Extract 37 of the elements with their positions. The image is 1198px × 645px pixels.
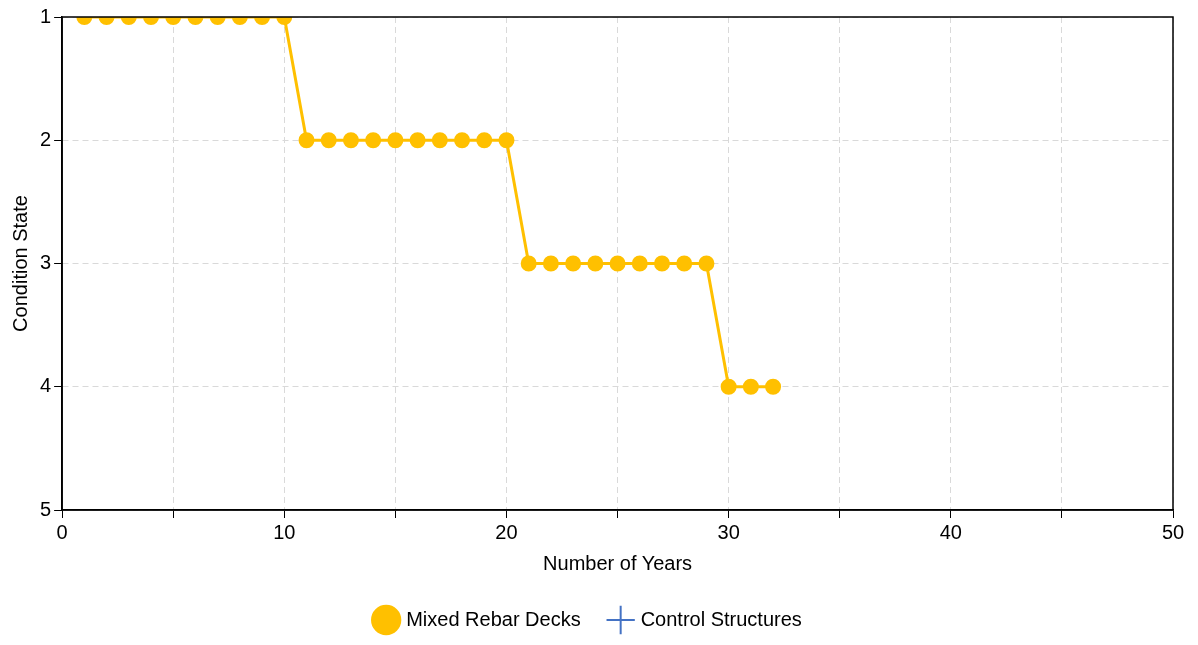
x-tick-label: 50 — [1161, 520, 1185, 543]
point — [676, 255, 693, 272]
point — [654, 255, 670, 272]
y-axis-title: Condition State — [8, 195, 31, 332]
x-tick-label: 0 — [56, 520, 68, 543]
y-tick-label: 1 — [40, 4, 52, 27]
point — [742, 378, 759, 395]
point — [765, 378, 782, 395]
point — [542, 255, 559, 272]
point — [342, 132, 359, 149]
point — [387, 132, 404, 149]
point — [298, 132, 315, 149]
x-tick-label: 20 — [495, 520, 518, 543]
point — [609, 255, 626, 272]
legend-label: Mixed Rebar Decks — [406, 607, 581, 630]
point — [365, 132, 382, 149]
point — [320, 132, 337, 149]
y-tick-label: 2 — [40, 127, 52, 150]
y-tick-label: 4 — [40, 374, 52, 397]
point — [409, 132, 426, 149]
point — [454, 132, 471, 149]
y-tick-label: 3 — [40, 251, 52, 274]
point — [631, 255, 648, 272]
point — [720, 378, 737, 395]
y-tick-label: 5 — [40, 497, 52, 520]
x-tick-label: 10 — [273, 520, 296, 543]
legend-label: Control Structures — [640, 607, 802, 630]
x-axis-title: Number of Years — [543, 551, 693, 574]
point — [565, 255, 582, 272]
point — [431, 132, 448, 149]
x-tick-label: 30 — [717, 520, 740, 543]
point — [498, 132, 515, 149]
point — [476, 132, 493, 149]
point — [587, 255, 604, 272]
point — [698, 255, 715, 272]
point — [520, 255, 537, 272]
x-tick-label: 40 — [939, 520, 962, 543]
